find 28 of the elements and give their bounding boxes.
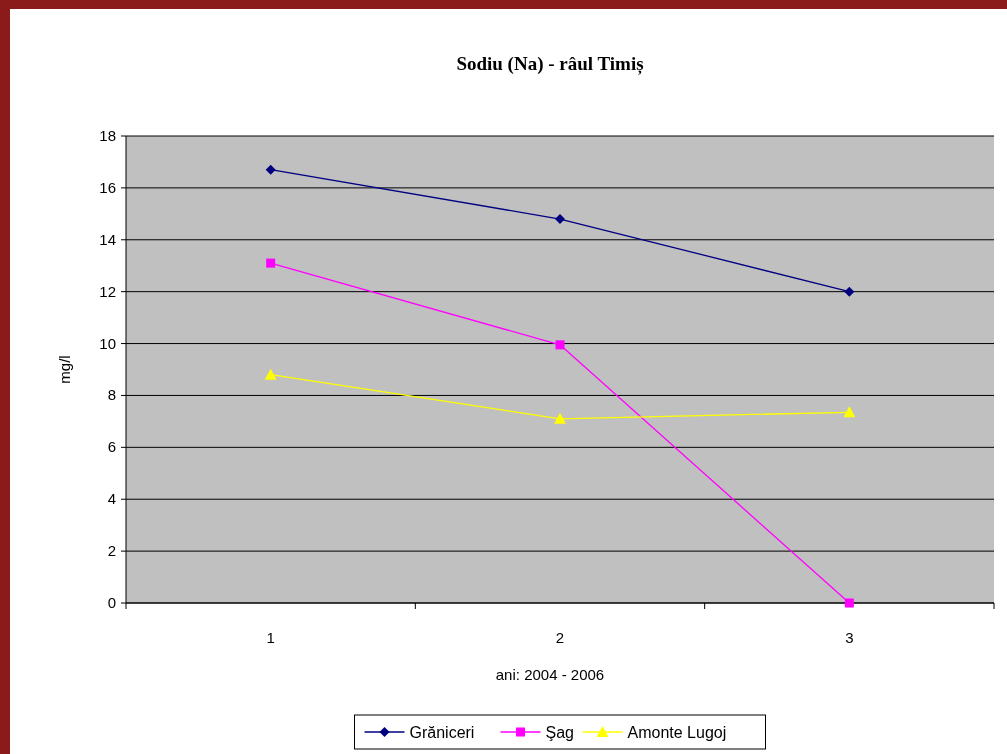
y-tick-label: 8 (107, 386, 116, 404)
point (555, 214, 565, 225)
x-tick-label: 3 (845, 629, 854, 646)
point (555, 340, 565, 350)
y-tick-label: 4 (107, 490, 116, 508)
legend-label: Şag (545, 724, 574, 741)
x-tick-label: 1 (266, 629, 275, 646)
point (264, 368, 277, 380)
y-tick-label: 2 (107, 542, 116, 560)
point (265, 164, 276, 175)
x-axis-title: ani: 2004 - 2006 (495, 666, 605, 683)
chart-title: Sodiu (Na) - râul Timiș (456, 53, 644, 75)
y-tick-label: 14 (99, 230, 116, 248)
y-tick-label: 16 (99, 178, 116, 196)
point (844, 286, 855, 297)
legend-label: Grăniceri (409, 724, 475, 741)
y-tick-label: 12 (99, 282, 116, 300)
point (843, 406, 856, 418)
y-tick-label: 6 (107, 438, 116, 456)
y-tick-label: 10 (99, 334, 116, 352)
y-tick-label: 18 (99, 127, 116, 144)
y-axis-title: mg/l (56, 355, 73, 384)
y-tick-label: 0 (107, 594, 116, 611)
point (266, 258, 276, 268)
legend-label: Amonte Lugoj (627, 724, 727, 741)
x-tick-label: 2 (555, 629, 565, 646)
point (554, 412, 566, 424)
point (844, 598, 854, 608)
